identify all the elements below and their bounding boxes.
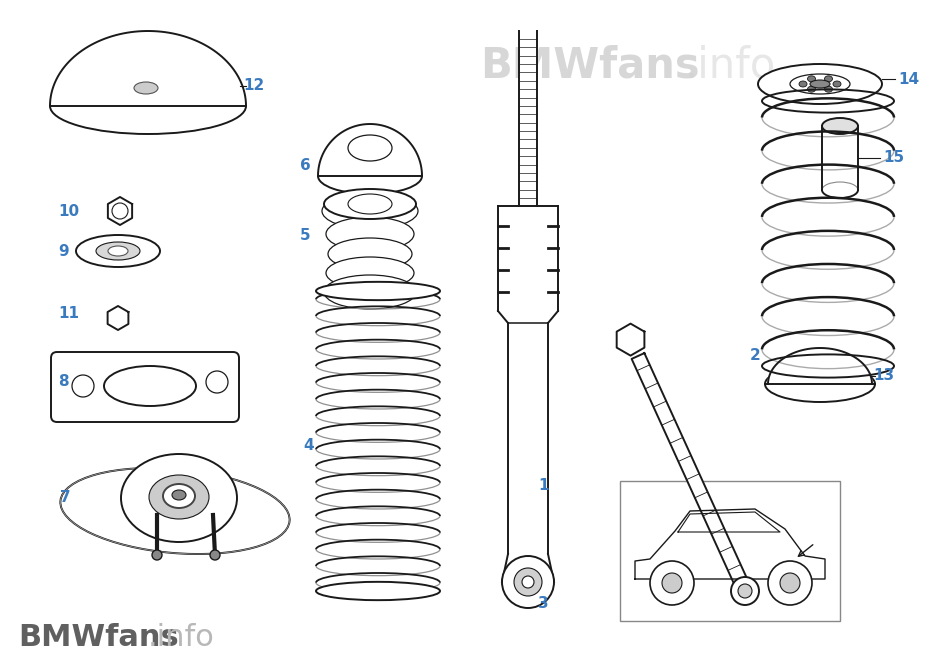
Ellipse shape [790, 74, 850, 94]
Ellipse shape [50, 78, 246, 134]
Ellipse shape [808, 76, 815, 82]
Ellipse shape [210, 550, 220, 560]
Ellipse shape [514, 568, 542, 596]
Ellipse shape [61, 468, 290, 554]
Ellipse shape [134, 82, 158, 94]
Bar [620, 481, 840, 621]
Ellipse shape [502, 556, 554, 608]
Text: 15: 15 [883, 151, 904, 165]
Ellipse shape [72, 375, 94, 397]
Ellipse shape [322, 193, 418, 229]
Text: 1: 1 [538, 478, 548, 494]
Ellipse shape [522, 576, 534, 588]
Text: 2: 2 [750, 348, 761, 364]
Ellipse shape [104, 366, 196, 406]
Text: BMWfans: BMWfans [480, 45, 700, 87]
Ellipse shape [758, 64, 882, 104]
Ellipse shape [163, 484, 195, 508]
Ellipse shape [326, 257, 414, 289]
Ellipse shape [324, 189, 416, 219]
Ellipse shape [348, 135, 392, 161]
Text: 7: 7 [60, 490, 70, 505]
Polygon shape [617, 324, 644, 356]
Ellipse shape [825, 76, 832, 82]
Text: 12: 12 [243, 79, 264, 93]
Ellipse shape [810, 80, 830, 88]
Polygon shape [635, 509, 825, 579]
Ellipse shape [121, 454, 237, 542]
Text: .info: .info [148, 623, 215, 653]
Ellipse shape [348, 194, 392, 214]
Ellipse shape [96, 242, 140, 260]
Ellipse shape [316, 582, 440, 600]
Ellipse shape [112, 203, 128, 219]
Text: 4: 4 [303, 438, 314, 454]
Ellipse shape [206, 371, 228, 393]
Polygon shape [318, 124, 422, 176]
Text: .info: .info [684, 45, 775, 87]
Ellipse shape [324, 275, 416, 309]
Text: 5: 5 [300, 228, 311, 244]
Ellipse shape [328, 238, 412, 270]
Polygon shape [632, 353, 751, 594]
Text: BMWfans: BMWfans [18, 623, 179, 653]
Text: 13: 13 [873, 368, 894, 384]
Ellipse shape [172, 490, 186, 500]
Ellipse shape [731, 577, 759, 605]
Ellipse shape [799, 81, 807, 87]
Ellipse shape [316, 282, 440, 300]
Text: 11: 11 [58, 306, 79, 320]
Ellipse shape [318, 158, 422, 194]
Ellipse shape [76, 235, 160, 267]
Polygon shape [107, 306, 128, 330]
FancyBboxPatch shape [51, 352, 239, 422]
Polygon shape [108, 197, 132, 225]
Ellipse shape [108, 246, 128, 256]
Ellipse shape [768, 561, 812, 605]
Text: 14: 14 [898, 71, 920, 87]
Ellipse shape [152, 550, 162, 560]
Ellipse shape [780, 573, 800, 593]
Ellipse shape [825, 86, 832, 92]
Text: 10: 10 [58, 204, 79, 218]
Polygon shape [768, 348, 872, 384]
Ellipse shape [662, 573, 682, 593]
Ellipse shape [149, 475, 209, 519]
Ellipse shape [326, 217, 414, 251]
Text: 3: 3 [538, 595, 549, 611]
Text: 6: 6 [300, 159, 311, 174]
Ellipse shape [822, 118, 858, 134]
Ellipse shape [650, 561, 694, 605]
Text: 9: 9 [58, 244, 68, 258]
Ellipse shape [765, 366, 875, 402]
Polygon shape [50, 31, 246, 106]
Text: 8: 8 [58, 374, 68, 388]
Ellipse shape [738, 584, 752, 598]
Ellipse shape [808, 86, 815, 92]
Ellipse shape [833, 81, 841, 87]
